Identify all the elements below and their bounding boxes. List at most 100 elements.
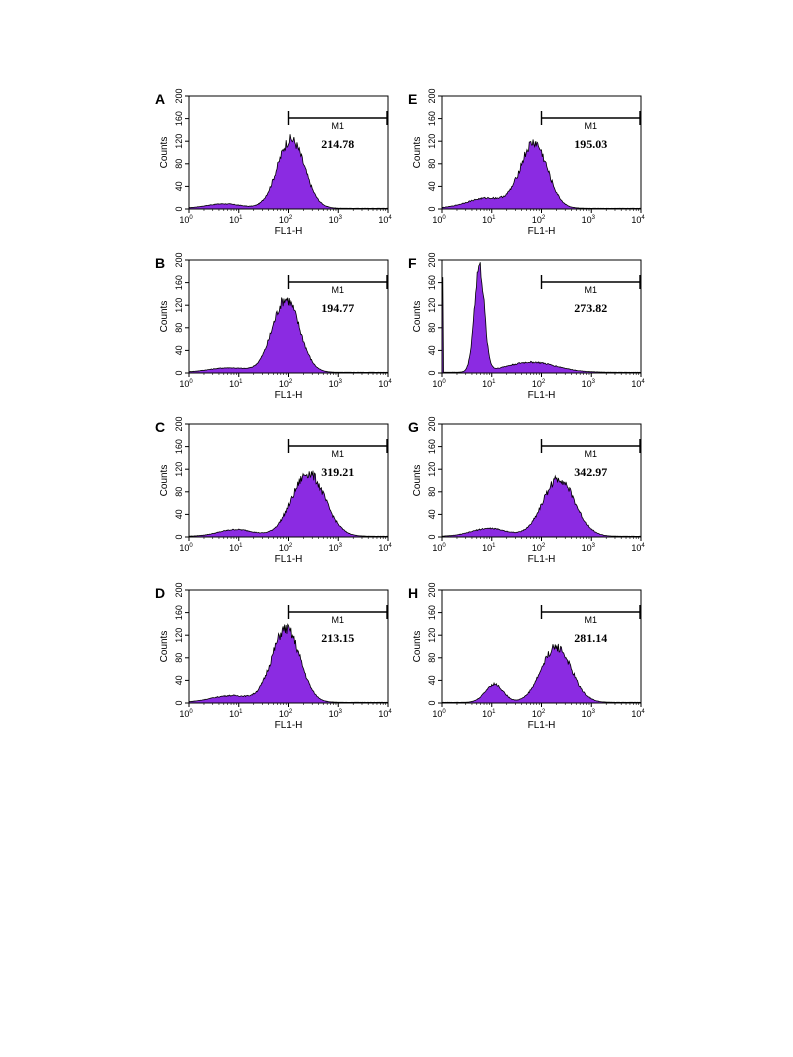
y-tick-label: 40 [174,509,184,519]
y-tick-label: 40 [427,181,437,191]
x-tick-label: 102 [532,215,546,225]
y-axis-label: Counts [412,465,423,497]
y-tick-label: 80 [174,323,184,333]
x-axis-label: FL1-H [528,720,556,731]
x-tick-label: 102 [532,379,546,389]
histogram-panel-h: 0 40 80 120 160 200 100 101 102 103 104 FL1-H Counts… [408,582,645,731]
panel-letter: C [155,419,165,435]
gate-label: M1 [331,615,344,625]
y-tick-label: 40 [174,181,184,191]
x-tick-label: 103 [582,543,596,553]
histogram-panel-e: 0 40 80 120 160 200 100 101 102 103 104 FL1-H Counts… [408,88,645,237]
x-tick-label: 100 [179,543,193,553]
y-tick-label: 120 [174,298,184,313]
gate-label: M1 [331,121,344,131]
x-tick-label: 100 [432,709,446,719]
x-tick-label: 101 [229,543,243,553]
y-axis-label: Counts [159,301,170,333]
x-axis-label: FL1-H [275,720,303,731]
x-tick-label: 101 [229,709,243,719]
x-tick-label: 104 [631,215,645,225]
y-tick-label: 0 [427,206,437,211]
x-tick-label: 102 [532,543,546,553]
x-tick-label: 101 [229,215,243,225]
mean-fluorescence-value: 273.82 [574,301,607,315]
histogram-area [188,297,389,374]
y-tick-label: 0 [174,370,184,375]
histogram-panel-f: 0 40 80 120 160 200 100 101 102 103 104 FL1-H Counts… [408,252,645,401]
mean-fluorescence-value: 281.14 [574,631,607,645]
x-axis-label: FL1-H [528,226,556,237]
panel-letter: D [155,585,165,601]
y-tick-label: 120 [427,628,437,643]
gate-label: M1 [584,615,597,625]
y-tick-label: 80 [427,323,437,333]
x-tick-label: 103 [329,543,343,553]
y-tick-label: 40 [427,509,437,519]
histogram-area [441,474,642,538]
y-tick-label: 200 [174,252,184,267]
histogram-panel-c: 0 40 80 120 160 200 100 101 102 103 104 FL1-H Counts… [155,416,392,565]
x-tick-label: 102 [279,379,293,389]
histogram-area [441,643,642,704]
panel-letter: B [155,255,165,271]
y-tick-label: 80 [174,487,184,497]
x-tick-label: 100 [432,215,446,225]
x-axis-label: FL1-H [275,226,303,237]
histogram-panel-g: 0 40 80 120 160 200 100 101 102 103 104 FL1-H Counts… [408,416,645,565]
y-tick-label: 120 [174,134,184,149]
panel-letter: G [408,419,419,435]
x-tick-label: 104 [631,543,645,553]
y-axis-label: Counts [412,301,423,333]
mean-fluorescence-value: 342.97 [574,465,607,479]
x-tick-label: 100 [432,379,446,389]
y-tick-label: 120 [427,134,437,149]
histogram-area [188,134,389,210]
histogram-area [441,139,642,210]
y-tick-label: 0 [174,206,184,211]
y-tick-label: 80 [427,653,437,663]
x-tick-label: 104 [378,543,392,553]
y-tick-label: 0 [174,700,184,705]
y-tick-label: 0 [174,534,184,539]
y-tick-label: 160 [174,605,184,620]
y-tick-label: 80 [174,653,184,663]
x-tick-label: 104 [378,379,392,389]
y-tick-label: 160 [427,275,437,290]
y-axis-label: Counts [159,465,170,497]
x-tick-label: 103 [582,709,596,719]
x-tick-label: 101 [482,709,496,719]
x-tick-label: 104 [378,215,392,225]
x-tick-label: 103 [329,709,343,719]
mean-fluorescence-value: 195.03 [574,137,607,151]
y-tick-label: 200 [427,252,437,267]
y-tick-label: 160 [427,605,437,620]
y-tick-label: 160 [427,439,437,454]
x-axis-label: FL1-H [528,554,556,565]
x-axis-label: FL1-H [275,554,303,565]
y-tick-label: 120 [174,628,184,643]
x-tick-label: 103 [329,215,343,225]
gate-label: M1 [331,449,344,459]
y-tick-label: 200 [427,88,437,103]
y-tick-label: 0 [427,700,437,705]
y-tick-label: 80 [427,159,437,169]
y-axis-label: Counts [412,137,423,169]
y-tick-label: 200 [427,416,437,431]
histogram-area [441,262,642,374]
x-tick-label: 103 [582,215,596,225]
y-tick-label: 40 [174,345,184,355]
y-axis-label: Counts [159,137,170,169]
y-tick-label: 200 [174,582,184,597]
y-tick-label: 40 [427,345,437,355]
y-tick-label: 160 [174,111,184,126]
y-axis-label: Counts [159,631,170,663]
x-tick-label: 100 [179,709,193,719]
x-tick-label: 104 [631,379,645,389]
x-tick-label: 101 [482,215,496,225]
gate-label: M1 [584,449,597,459]
x-tick-label: 100 [179,215,193,225]
x-tick-label: 101 [482,379,496,389]
x-tick-label: 104 [631,709,645,719]
